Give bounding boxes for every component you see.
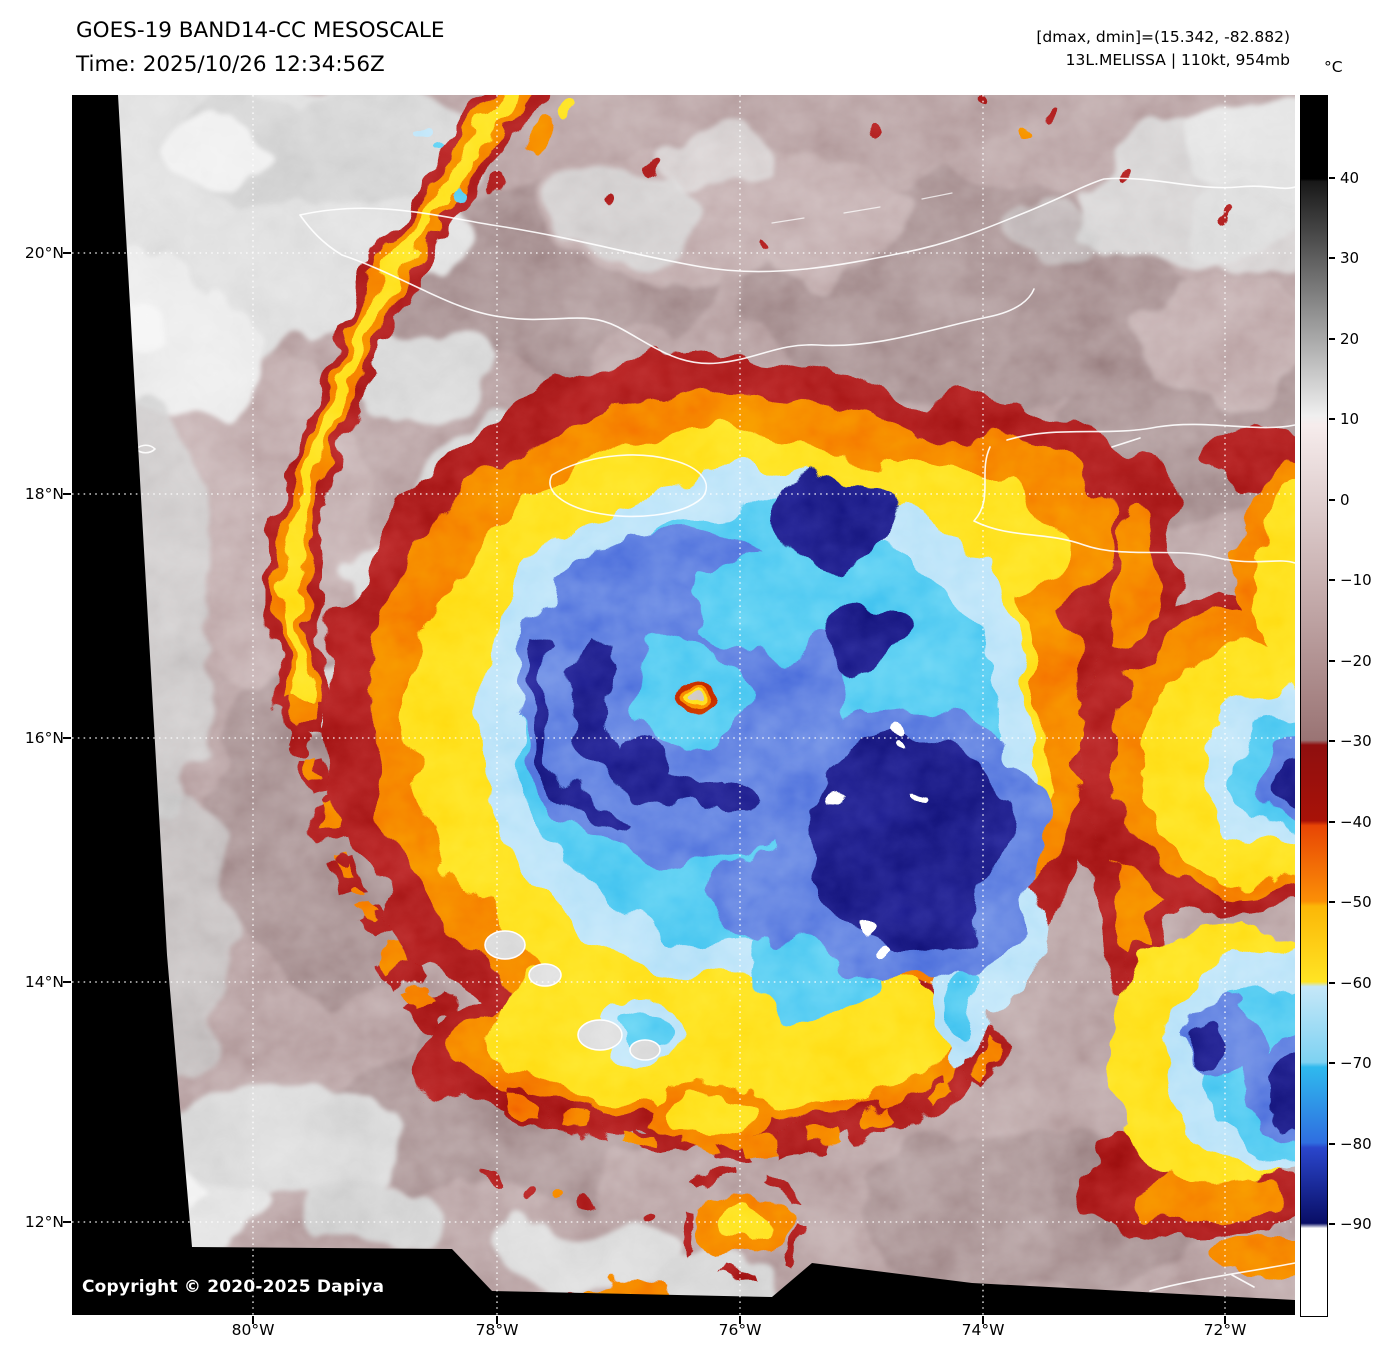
- cloud-texture-fine: [118, 95, 1295, 1300]
- colorbar-tick: [1329, 338, 1335, 340]
- hispaniola-south-coast: [973, 446, 1295, 564]
- colorbar-tick-label: −80: [1340, 1135, 1372, 1153]
- colorbar-tick: [1329, 1143, 1335, 1145]
- axis-tick: [252, 1316, 254, 1324]
- axis-tick: [63, 981, 71, 983]
- hispaniola-north-coast: [1006, 423, 1295, 441]
- satellite-image-canvas: [72, 95, 1295, 1315]
- figure-title: GOES-19 BAND14-CC MESOSCALE: [76, 18, 445, 43]
- colorbar-tick-label: −20: [1340, 652, 1372, 670]
- colorbar-tick: [1329, 418, 1335, 420]
- jamaica-coast: [549, 454, 708, 518]
- axis-tick: [63, 1221, 71, 1223]
- axis-tick: [63, 737, 71, 739]
- axis-tick: [63, 252, 71, 254]
- colorbar-tick: [1329, 257, 1335, 259]
- colorbar-tick: [1329, 740, 1335, 742]
- colorbar-tick-label: −90: [1340, 1215, 1372, 1233]
- colorbar-tick-label: −70: [1340, 1054, 1372, 1072]
- lon-axis-label: 74°W: [961, 1321, 1005, 1339]
- lon-axis-label: 72°W: [1203, 1321, 1247, 1339]
- axis-tick: [496, 1316, 498, 1324]
- colorbar-tick: [1329, 982, 1335, 984]
- lon-axis-label: 80°W: [231, 1321, 275, 1339]
- colorbar-tick-label: 20: [1340, 330, 1360, 348]
- colorbar-tick-label: −50: [1340, 893, 1372, 911]
- storm-info-readout: 13L.MELISSA | 110kt, 954mb: [1065, 51, 1290, 69]
- lat-axis-label: 16°N: [24, 729, 64, 747]
- colorbar-tick-label: 30: [1340, 249, 1360, 267]
- colorbar-tick: [1329, 1223, 1335, 1225]
- dmax-dmin-readout: [dmax, dmin]=(15.342, -82.882): [1036, 28, 1290, 46]
- colorbar-tick: [1329, 901, 1335, 903]
- figure-timestamp: Time: 2025/10/26 12:34:56Z: [76, 52, 385, 77]
- axis-tick: [982, 1316, 984, 1324]
- axis-tick: [739, 1316, 741, 1324]
- figure-header-right: [dmax, dmin]=(15.342, -82.882) 13L.MELIS…: [1036, 26, 1290, 72]
- figure-header: GOES-19 BAND14-CC MESOSCALE Time: 2025/1…: [76, 14, 444, 82]
- colorbar-tick: [1329, 177, 1335, 179]
- colorbar-tick-label: 0: [1340, 491, 1350, 509]
- colorbar-unit-label: °C: [1324, 58, 1343, 76]
- cuba-south-coast: [341, 254, 1035, 365]
- lat-axis-label: 18°N: [24, 485, 64, 503]
- axis-tick: [1224, 1316, 1226, 1324]
- colorbar-tick-label: 40: [1340, 169, 1360, 187]
- colorbar-tick: [1329, 821, 1335, 823]
- colorbar-tick-label: −40: [1340, 813, 1372, 831]
- satellite-map: Copyright © 2020-2025 Dapiya: [72, 95, 1295, 1315]
- copyright-text: Copyright © 2020-2025 Dapiya: [82, 1277, 385, 1297]
- colorbar-tick-label: −60: [1340, 974, 1372, 992]
- axis-tick: [63, 493, 71, 495]
- graticule: [72, 95, 1295, 1315]
- colorbar-tick-label: −30: [1340, 732, 1372, 750]
- scene-data-region: [118, 95, 1295, 1300]
- lat-axis-label: 20°N: [24, 244, 64, 262]
- colorbar-tick: [1329, 579, 1335, 581]
- lat-axis-label: 14°N: [24, 973, 64, 991]
- colorbar-tick-label: −10: [1340, 571, 1372, 589]
- colorbar-tick: [1329, 1062, 1335, 1064]
- lon-axis-label: 76°W: [718, 1321, 762, 1339]
- colorbar: [1300, 95, 1328, 1317]
- lon-axis-label: 78°W: [475, 1321, 519, 1339]
- lat-axis-label: 12°N: [24, 1213, 64, 1231]
- colorbar-tick: [1329, 660, 1335, 662]
- colorbar-tick: [1329, 499, 1335, 501]
- colorbar-tick-label: 10: [1340, 410, 1360, 428]
